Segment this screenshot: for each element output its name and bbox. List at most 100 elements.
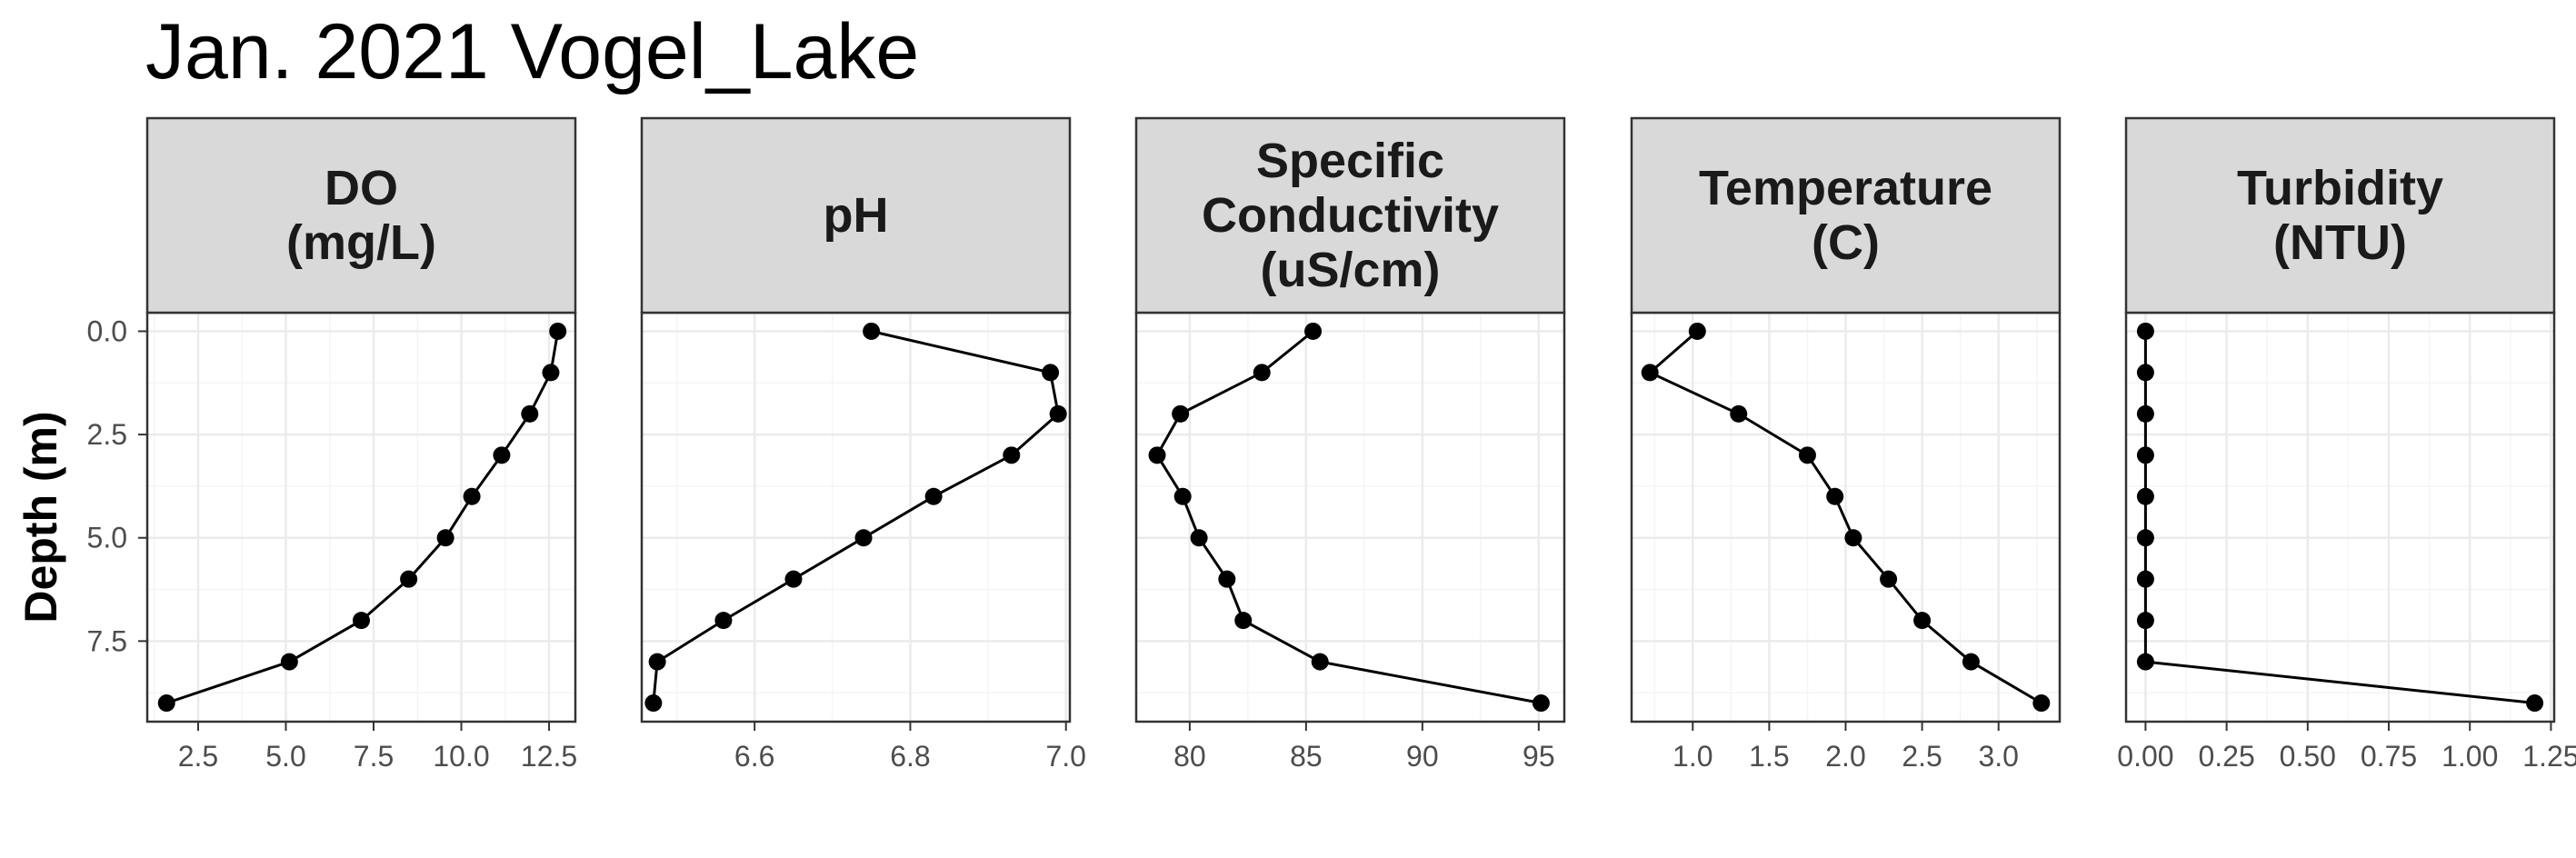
x-tick-label: 1.00 <box>2441 740 2498 773</box>
data-point <box>648 653 666 671</box>
data-point <box>463 487 481 505</box>
series-line <box>165 331 560 704</box>
strip-label: (uS/cm) <box>1260 243 1440 297</box>
strip-header <box>145 116 577 314</box>
data-point <box>1172 404 1190 423</box>
data-point <box>400 570 418 588</box>
x-tick-label: 0.25 <box>2198 740 2254 773</box>
data-point <box>1148 446 1166 464</box>
data-point <box>1913 612 1932 630</box>
panel-background <box>1136 313 1564 722</box>
y-tick-label: 5.0 <box>87 522 127 554</box>
data-point <box>854 529 873 547</box>
data-point <box>1880 570 1898 588</box>
data-point <box>2136 322 2154 340</box>
data-point <box>2136 404 2154 423</box>
data-point <box>1234 612 1253 630</box>
y-tick-label: 2.5 <box>87 418 127 451</box>
x-tick-label: 5.0 <box>265 740 305 773</box>
strip-label: (C) <box>1812 215 1880 270</box>
data-point <box>784 570 803 588</box>
data-point <box>924 487 943 505</box>
y-axis-title: Depth (m) <box>15 411 66 623</box>
panel-4: Temperature(C) 1.0 1.5 2.0 2.5 3.0 <box>1630 116 2062 773</box>
data-point <box>2136 446 2154 464</box>
data-point <box>1798 446 1816 464</box>
data-point <box>644 694 663 713</box>
page-title: Jan. 2021 Vogel_Lake <box>145 8 920 95</box>
strip-label: Specific <box>1256 134 1444 188</box>
panel-2: pH 6.6 6.8 7.0 <box>640 116 1086 773</box>
data-point <box>1844 529 1862 547</box>
data-point <box>1003 446 1021 464</box>
data-point <box>1253 364 1271 382</box>
x-tick-label: 0.00 <box>2117 740 2173 773</box>
x-tick-label: 95 <box>1523 740 1555 773</box>
x-tick-label: 2.5 <box>178 740 218 773</box>
data-point <box>521 404 539 423</box>
data-point <box>1173 487 1192 505</box>
data-point <box>2526 694 2544 713</box>
strip-label: (NTU) <box>2273 215 2407 270</box>
data-point <box>1049 404 1067 423</box>
data-point <box>1042 364 1060 382</box>
data-point <box>1304 322 1323 340</box>
x-tick-label: 0.50 <box>2280 740 2336 773</box>
data-point <box>714 612 733 630</box>
panel-background <box>642 313 1070 722</box>
data-point <box>1688 322 1706 340</box>
x-tick-label: 10.0 <box>433 740 489 773</box>
x-tick-label: 90 <box>1406 740 1439 773</box>
series-line <box>2143 331 2535 704</box>
x-tick-label: 80 <box>1173 740 1206 773</box>
data-point <box>1190 529 1208 547</box>
x-tick-label: 7.0 <box>1045 740 1085 773</box>
data-point <box>280 653 298 671</box>
x-tick-label: 1.25 <box>2522 740 2576 773</box>
data-point <box>542 364 560 382</box>
panel-background <box>2126 313 2554 722</box>
series-line <box>1155 330 1542 704</box>
data-point <box>353 612 370 630</box>
data-point <box>2136 653 2154 671</box>
strip-header <box>640 116 1072 314</box>
data-point <box>2136 570 2154 588</box>
strip-label: (mg/L) <box>286 215 436 270</box>
data-point <box>549 322 567 340</box>
data-point <box>2032 694 2051 713</box>
data-point <box>2136 364 2154 382</box>
x-tick-label: 12.5 <box>521 740 577 773</box>
data-point <box>1218 570 1236 588</box>
x-tick-label: 1.0 <box>1672 740 1712 773</box>
data-point <box>1962 653 1980 671</box>
x-tick-label: 6.6 <box>734 740 774 773</box>
y-tick-label: 0.0 <box>87 314 127 347</box>
x-tick-label: 1.5 <box>1749 740 1789 773</box>
strip-label: pH <box>824 188 889 243</box>
x-tick-label: 2.0 <box>1825 740 1865 773</box>
data-point <box>1826 487 1844 505</box>
x-tick-label: 2.5 <box>1902 740 1942 773</box>
series-line <box>652 330 1060 703</box>
data-point <box>2136 612 2154 630</box>
panel-1: DO(mg/L) 2.5 5.0 7.5 10.0 12.5 <box>145 116 577 773</box>
data-point <box>493 446 511 464</box>
data-point <box>1311 653 1329 671</box>
strip-header <box>1630 116 2062 314</box>
strip-label: Turbidity <box>2237 161 2443 215</box>
strip-header <box>2124 116 2556 314</box>
data-point <box>863 322 881 340</box>
data-point <box>2136 529 2154 547</box>
strip-label: Temperature <box>1699 161 1992 215</box>
x-tick-label: 7.5 <box>354 740 394 773</box>
y-tick-label: 7.5 <box>87 624 127 657</box>
x-tick-label: 3.0 <box>1978 740 2018 773</box>
data-point <box>436 529 454 547</box>
panel-background <box>147 313 575 722</box>
x-tick-label: 6.8 <box>890 740 930 773</box>
data-point <box>2136 487 2154 505</box>
strip-label: DO <box>324 161 398 215</box>
x-tick-label: 85 <box>1290 740 1323 773</box>
